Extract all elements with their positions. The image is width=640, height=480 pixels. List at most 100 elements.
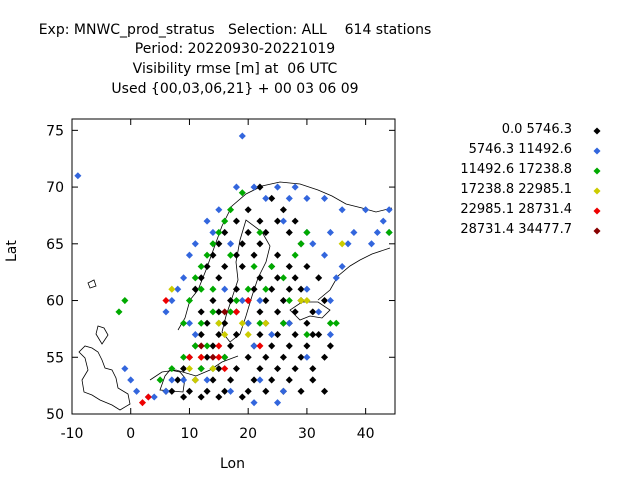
station-point (168, 297, 176, 305)
station-point (326, 297, 334, 305)
station-point (227, 251, 235, 259)
station-point (197, 262, 205, 271)
station-point (227, 342, 235, 350)
station-point (162, 297, 170, 305)
axis-tick-labels: -10 0 10 20 30 40 50 55 60 65 70 75 (46, 123, 374, 442)
station-point (309, 376, 317, 384)
station-point (285, 376, 293, 384)
x-tick-label: 40 (357, 426, 375, 442)
station-point (197, 285, 205, 293)
station-point (156, 376, 164, 384)
station-point (121, 365, 129, 373)
station-point (262, 319, 270, 327)
station-point (279, 274, 287, 282)
station-point (320, 251, 329, 259)
station-point (185, 365, 193, 373)
station-point (197, 319, 205, 327)
station-point (274, 183, 282, 191)
station-point (285, 194, 293, 202)
station-point (144, 393, 152, 401)
station-point (221, 387, 229, 395)
y-tick-label: 65 (46, 237, 64, 253)
station-point (279, 353, 287, 361)
station-point (185, 319, 193, 327)
station-point (180, 353, 188, 361)
station-point (303, 228, 311, 236)
x-tick-label: 30 (298, 426, 316, 442)
chart-title-line-1: Exp: MNWC_prod_stratus Selection: ALL 61… (38, 22, 432, 38)
station-point (162, 387, 170, 395)
y-axis-label: Lat (4, 240, 20, 262)
station-point (227, 308, 235, 316)
station-point (279, 217, 287, 225)
station-point (221, 365, 229, 373)
station-point (185, 387, 193, 395)
station-point (297, 297, 305, 305)
legend-entry: 22985.1 28731.4 (460, 202, 572, 217)
station-point (209, 240, 217, 248)
station-point (215, 274, 223, 282)
station-point (385, 228, 393, 236)
station-point (256, 365, 264, 373)
station-point (344, 240, 352, 248)
legend-marker (593, 187, 601, 195)
station-point (320, 353, 329, 361)
station-point (291, 331, 299, 339)
station-point (185, 297, 193, 305)
station-point (180, 365, 188, 373)
station-point (203, 342, 211, 350)
coastline-outline (78, 181, 393, 411)
station-point (209, 353, 217, 361)
station-point (221, 262, 229, 271)
station-point (256, 308, 264, 316)
station-point (215, 228, 223, 236)
station-point (379, 217, 387, 225)
station-point (262, 387, 270, 395)
station-point (320, 297, 329, 305)
station-point (291, 308, 299, 316)
station-point (232, 308, 240, 316)
station-point (244, 206, 252, 214)
station-point (215, 308, 223, 316)
station-point (244, 285, 252, 293)
station-point (168, 285, 176, 293)
station-point (250, 262, 258, 271)
station-point (262, 297, 270, 305)
legend-entry: 17238.8 22985.1 (460, 182, 572, 197)
plot-frame (71, 118, 396, 415)
station-point (168, 365, 176, 373)
station-point (297, 240, 305, 248)
station-point (138, 399, 147, 407)
y-tick-label: 75 (46, 123, 64, 139)
station-point (215, 206, 223, 214)
station-point (285, 285, 293, 293)
station-point (227, 206, 235, 214)
station-point (303, 331, 311, 339)
station-point (274, 251, 282, 259)
station-point (274, 308, 282, 316)
station-point (203, 319, 211, 327)
station-point (315, 331, 323, 339)
station-point (250, 376, 258, 384)
station-point (227, 240, 235, 248)
station-point (238, 240, 246, 248)
station-point (320, 194, 329, 202)
station-point (191, 274, 199, 282)
station-point (209, 365, 217, 373)
station-point (291, 251, 299, 259)
station-point (209, 342, 217, 350)
station-point (215, 342, 223, 350)
station-point (326, 228, 334, 236)
station-point (244, 297, 252, 305)
station-point (285, 319, 293, 327)
legend-marker (593, 207, 601, 215)
station-point (74, 172, 82, 180)
station-point (256, 297, 264, 305)
legend-marker (593, 167, 601, 175)
station-point (285, 262, 293, 271)
station-point (227, 376, 235, 384)
x-tick-label: 10 (181, 426, 199, 442)
station-point (203, 262, 211, 271)
station-point (133, 387, 141, 395)
